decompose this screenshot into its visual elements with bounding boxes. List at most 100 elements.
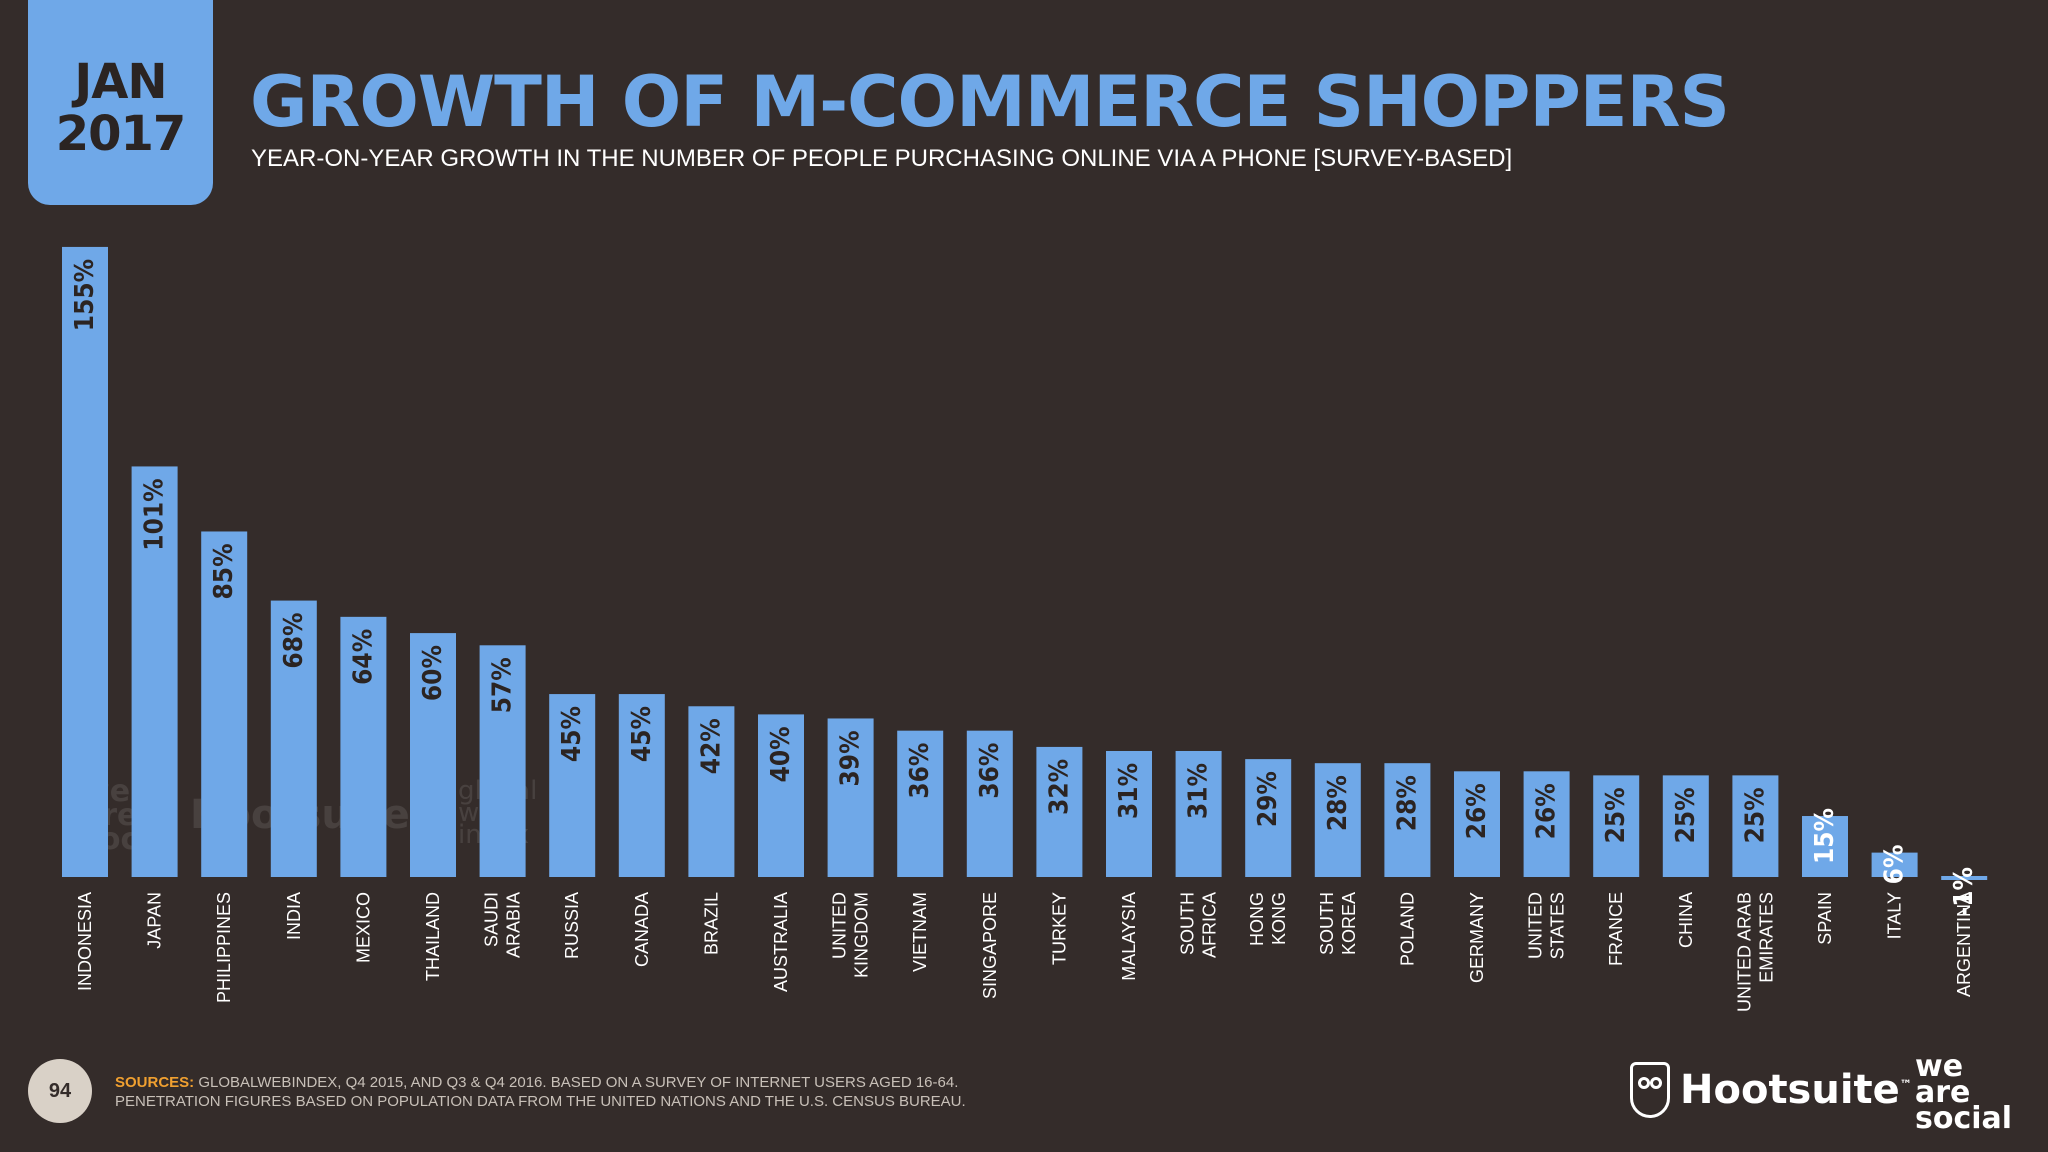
value-label: 64%	[348, 629, 378, 685]
value-label: 45%	[557, 706, 587, 762]
owl-icon	[1630, 1062, 1670, 1118]
category-label-line: SPAIN	[1815, 892, 1835, 945]
category-label: PHILIPPINES	[214, 892, 234, 1003]
we-are-social-logo: we are social	[1915, 1054, 2012, 1132]
category-label: VIETNAM	[910, 892, 930, 972]
category-label-line: SINGAPORE	[980, 892, 1000, 999]
category-label: AUSTRALIA	[771, 892, 791, 992]
category-label-line: ARGENTINA	[1954, 892, 1974, 997]
bar-indonesia	[62, 247, 108, 877]
value-label: 60%	[418, 645, 448, 701]
category-label-line: SOUTH	[1317, 892, 1337, 955]
hootsuite-logo: Hootsuite™	[1630, 1060, 1912, 1120]
value-label: 26%	[1532, 783, 1562, 839]
category-label-line: BRAZIL	[701, 892, 721, 955]
category-label: THAILAND	[423, 892, 443, 981]
value-label: 15%	[1810, 808, 1840, 864]
category-label: INDIA	[284, 892, 304, 940]
category-label: BRAZIL	[701, 892, 721, 955]
category-label-line: PHILIPPINES	[214, 892, 234, 1003]
category-label: INDONESIA	[75, 892, 95, 991]
category-label: ITALY	[1885, 892, 1905, 939]
value-label: 42%	[696, 718, 726, 774]
sources-line-1: GLOBALWEBINDEX, Q4 2015, AND Q3 & Q4 201…	[194, 1074, 958, 1091]
hootsuite-logo-text: Hootsuite™	[1680, 1067, 1912, 1113]
category-label-line: VIETNAM	[910, 892, 930, 972]
value-label: 25%	[1740, 787, 1770, 843]
category-label: SPAIN	[1815, 892, 1835, 945]
category-label-line: EMIRATES	[1756, 892, 1776, 983]
value-label: 40%	[766, 726, 796, 782]
category-label: MALAYSIA	[1119, 892, 1139, 981]
category-label-line: AUSTRALIA	[771, 892, 791, 992]
category-label: UNITED ARAB EMIRATES	[1734, 892, 1776, 1012]
category-label-line: TURKEY	[1049, 892, 1069, 965]
value-label: 101%	[140, 478, 170, 550]
category-label-line: JAPAN	[145, 892, 165, 949]
category-label: GERMANY	[1467, 892, 1487, 983]
category-label-line: MEXICO	[353, 892, 373, 963]
category-label-line: SOUTH	[1178, 892, 1198, 955]
category-label: CANADA	[632, 892, 652, 967]
category-label-line: KONG	[1269, 892, 1289, 945]
category-label-line: HONG	[1247, 892, 1267, 946]
value-label: 39%	[836, 730, 866, 786]
value-label: 36%	[905, 743, 935, 799]
category-label-line: ARABIA	[504, 892, 524, 958]
category-label: POLAND	[1397, 892, 1417, 966]
category-label-line: AFRICA	[1200, 892, 1220, 958]
category-label: SOUTH AFRICA	[1178, 892, 1220, 958]
value-label: 155%	[70, 259, 100, 331]
category-label-line: POLAND	[1397, 892, 1417, 966]
sources-note: SOURCES: GLOBALWEBINDEX, Q4 2015, AND Q3…	[115, 1073, 1115, 1111]
value-label: 26%	[1462, 783, 1492, 839]
category-label-line: GERMANY	[1467, 892, 1487, 983]
category-label-line: FRANCE	[1606, 892, 1626, 966]
value-label: 57%	[488, 657, 518, 713]
category-label: JAPAN	[145, 892, 165, 949]
category-label-line: SAUDI	[482, 892, 502, 947]
category-label-line: THAILAND	[423, 892, 443, 981]
value-label: 25%	[1601, 787, 1631, 843]
category-label-line: INDIA	[284, 892, 304, 940]
value-label: 85%	[209, 543, 239, 599]
category-label: UNITED STATES	[1526, 892, 1568, 959]
category-label: UNITED KINGDOM	[830, 892, 872, 978]
value-label: 45%	[627, 706, 657, 762]
value-label: 31%	[1184, 763, 1214, 819]
value-label: 25%	[1671, 787, 1701, 843]
value-label: 29%	[1253, 771, 1283, 827]
category-label: HONG KONG	[1247, 892, 1289, 946]
value-label: 6%	[1880, 845, 1910, 885]
value-label: 28%	[1392, 775, 1422, 831]
value-label: 68%	[279, 613, 309, 669]
category-label-line: RUSSIA	[562, 892, 582, 959]
sources-label: SOURCES:	[115, 1074, 194, 1091]
category-label: SAUDI ARABIA	[482, 892, 524, 958]
category-label: SINGAPORE	[980, 892, 1000, 999]
value-label: 32%	[1044, 759, 1074, 815]
category-label: FRANCE	[1606, 892, 1626, 966]
category-label: SOUTH KOREA	[1317, 892, 1359, 955]
category-label-line: STATES	[1548, 892, 1568, 959]
category-label-line: CANADA	[632, 892, 652, 967]
category-label-line: UNITED	[830, 892, 850, 959]
category-label: TURKEY	[1049, 892, 1069, 965]
value-label: 36%	[975, 743, 1005, 799]
category-label-line: UNITED ARAB	[1734, 892, 1754, 1012]
category-label-line: UNITED	[1526, 892, 1546, 959]
category-label-line: ITALY	[1885, 892, 1905, 939]
category-label-line: KINGDOM	[852, 892, 872, 978]
category-label: CHINA	[1676, 892, 1696, 948]
value-label: 31%	[1114, 763, 1144, 819]
category-label: RUSSIA	[562, 892, 582, 959]
sources-line-2: PENETRATION FIGURES BASED ON POPULATION …	[115, 1092, 1115, 1111]
category-label-line: CHINA	[1676, 892, 1696, 948]
category-label: ARGENTINA	[1954, 892, 1974, 997]
category-label-line: KOREA	[1339, 892, 1359, 955]
page-number: 94	[28, 1059, 92, 1123]
value-label: 28%	[1323, 775, 1353, 831]
category-label-line: INDONESIA	[75, 892, 95, 991]
category-label-line: MALAYSIA	[1119, 892, 1139, 981]
